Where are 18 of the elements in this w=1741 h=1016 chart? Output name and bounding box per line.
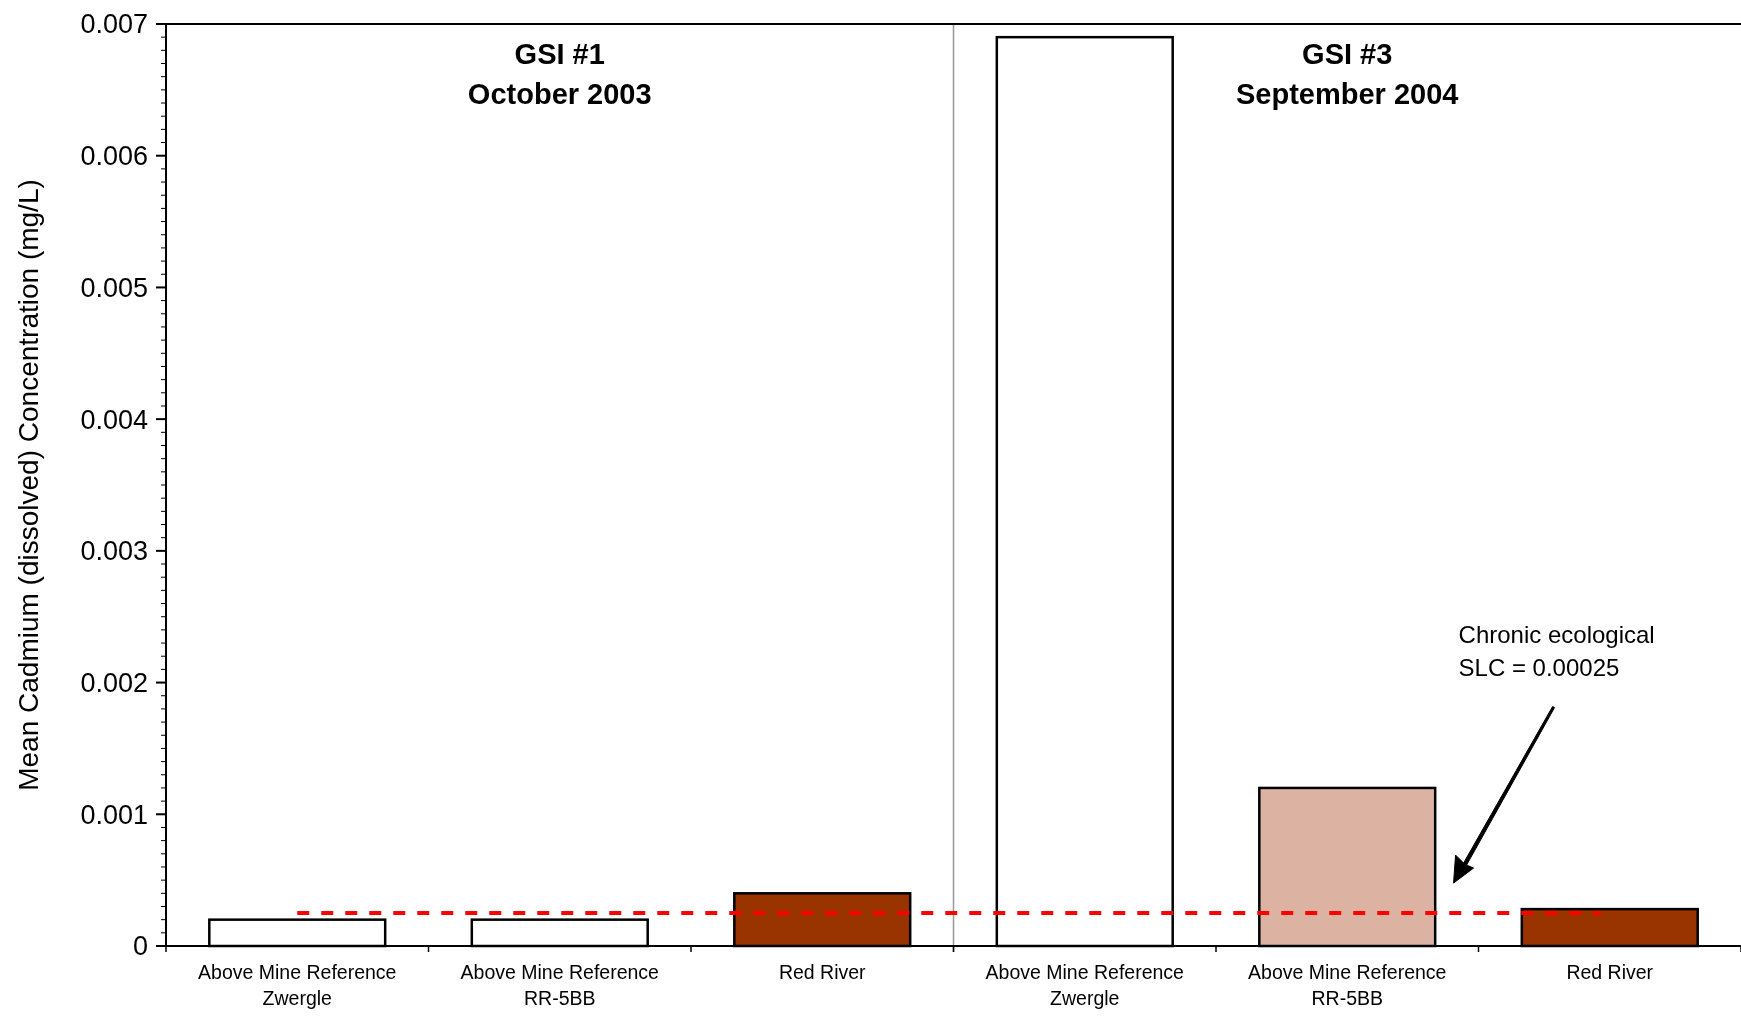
x-tick-label: Red River bbox=[1566, 961, 1654, 983]
x-tick-label: Above Mine Reference Zwergle bbox=[198, 961, 397, 1009]
annotation: GSI #1 October 2003 bbox=[467, 38, 652, 110]
x-tick-label: Above Mine Reference RR-5BB bbox=[460, 961, 659, 1009]
annotation: GSI #3 September 2004 bbox=[1236, 38, 1459, 110]
y-tick-label: 0.007 bbox=[80, 9, 148, 40]
x-tick-label: Above Mine Reference Zwergle bbox=[985, 961, 1184, 1009]
x-tick-label: Above Mine Reference RR-5BB bbox=[1248, 961, 1447, 1009]
y-tick-label: 0.004 bbox=[80, 404, 148, 435]
y-tick-label: 0.001 bbox=[80, 799, 148, 830]
y-tick-label: 0.002 bbox=[80, 668, 148, 699]
y-tick-label: 0.005 bbox=[80, 272, 148, 303]
y-axis-title: Mean Cadmium (dissolved) Concentration (mg/L) bbox=[13, 179, 44, 791]
y-tick-label: 0.003 bbox=[80, 536, 148, 567]
y-tick-label: 0 bbox=[132, 931, 148, 962]
annotation: Chronic ecological SLC = 0.00025 bbox=[1458, 621, 1655, 682]
y-tick-label: 0.006 bbox=[80, 141, 148, 172]
x-tick-label: Red River bbox=[778, 961, 867, 983]
